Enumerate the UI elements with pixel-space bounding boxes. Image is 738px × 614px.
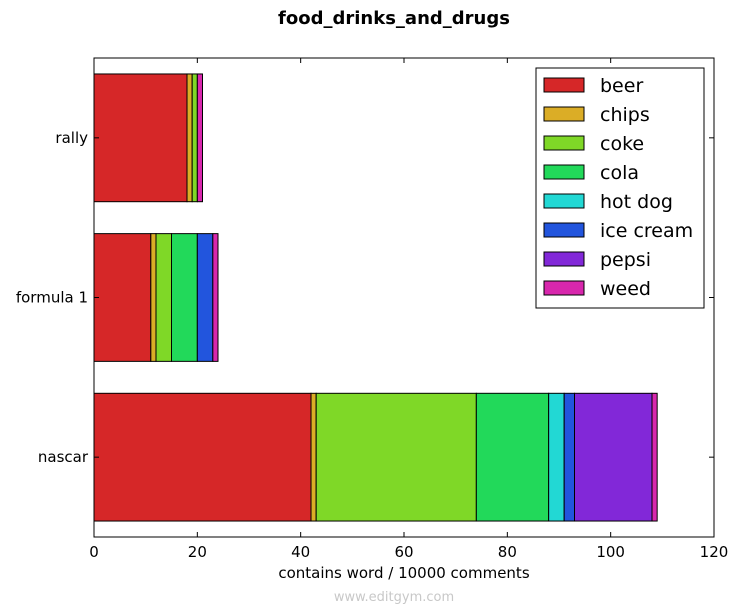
legend-label-hot-dog: hot dog: [600, 191, 673, 213]
bar-rally-beer: [93, 73, 188, 203]
y-tick-label: rally: [55, 129, 88, 147]
chart-title: food_drinks_and_drugs: [278, 8, 510, 29]
legend-label-cola: cola: [600, 162, 639, 184]
bar-formula-1-cola: [171, 233, 198, 362]
legend-swatch-coke: [543, 135, 585, 151]
bar-nascar-weed: [651, 392, 658, 522]
bar-nascar-cola: [475, 392, 550, 522]
x-tick-label: 100: [596, 543, 625, 561]
bar-formula-1-coke: [155, 233, 172, 362]
legend-swatch-ice-cream: [543, 222, 585, 238]
bars-group: [93, 73, 658, 522]
legend-label-ice-cream: ice cream: [600, 220, 693, 242]
x-axis-ticks: 0 20 40 60 80 100 120: [89, 58, 728, 561]
bar-nascar-beer: [93, 392, 312, 522]
bar-formula-1-chips: [150, 233, 157, 362]
bar-rally-chips: [186, 73, 193, 203]
legend-swatch-hot-dog: [543, 193, 585, 209]
legend-label-chips: chips: [600, 104, 650, 126]
legend-label-weed: weed: [600, 278, 651, 300]
bar-rally-coke: [191, 73, 198, 203]
legend-swatch-chips: [543, 106, 585, 122]
bar-nascar-pepsi: [574, 392, 653, 522]
legend-swatch-beer: [543, 77, 585, 93]
legend: beer chips coke cola hot dog ice cream pepsi we…: [535, 67, 705, 309]
x-tick-label: 20: [188, 543, 207, 561]
y-axis-ticks: nascar formula 1 rally: [16, 129, 714, 466]
x-tick-label: 60: [394, 543, 413, 561]
bar-formula-1-ice-cream: [196, 233, 214, 362]
legend-swatch-weed: [543, 280, 585, 296]
y-tick-label: nascar: [38, 448, 89, 466]
x-tick-label: 80: [498, 543, 517, 561]
watermark: www.editgym.com: [334, 590, 454, 605]
bar-nascar-hot-dog: [548, 392, 565, 522]
bar-nascar-coke: [315, 392, 477, 522]
legend-label-pepsi: pepsi: [600, 249, 651, 271]
x-tick-label: 0: [89, 543, 99, 561]
y-tick-label: formula 1: [16, 289, 88, 307]
bar-rally-weed: [196, 73, 203, 203]
x-tick-label: 40: [291, 543, 310, 561]
x-tick-label: 120: [700, 543, 729, 561]
legend-swatch-cola: [543, 164, 585, 180]
bar-formula-1-weed: [212, 233, 219, 362]
bar-nascar-chips: [310, 392, 317, 522]
x-axis-label: contains word / 10000 comments: [278, 564, 529, 582]
legend-label-coke: coke: [600, 133, 644, 155]
legend-label-beer: beer: [600, 75, 643, 97]
bar-nascar-ice-cream: [563, 392, 576, 522]
legend-swatch-pepsi: [543, 251, 585, 267]
bar-formula-1-beer: [93, 233, 152, 362]
